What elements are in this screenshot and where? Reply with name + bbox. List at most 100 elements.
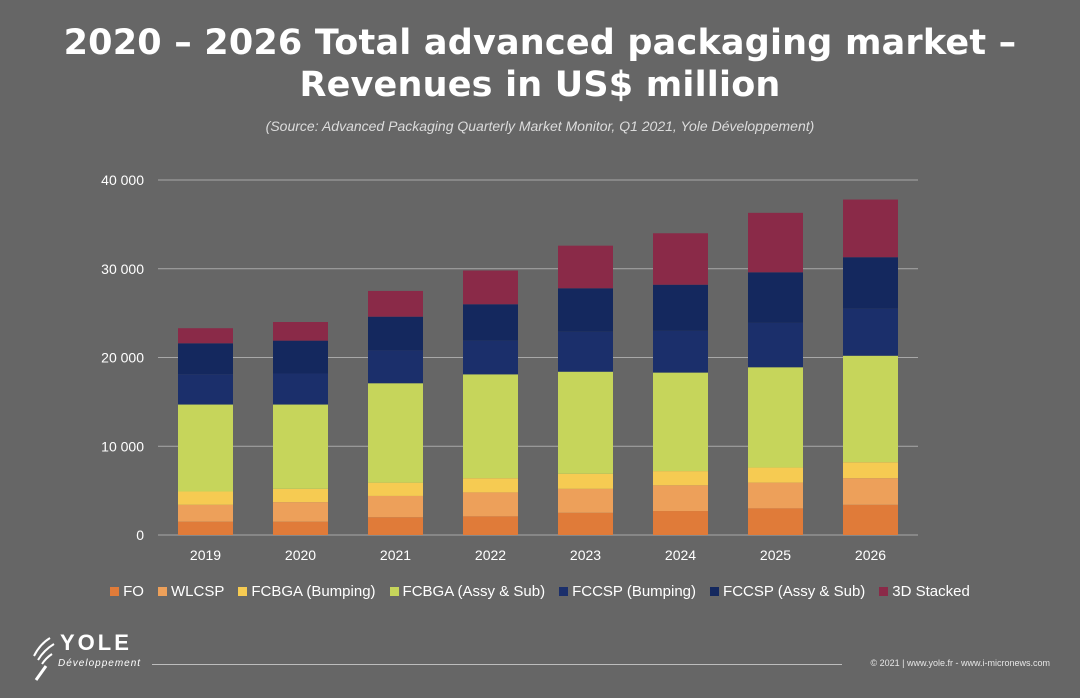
- legend-label: 3D Stacked: [892, 583, 970, 600]
- bar-segment: [843, 478, 898, 505]
- bar-segment: [843, 257, 898, 309]
- bar-segment: [273, 488, 328, 503]
- x-tick-label: 2024: [665, 547, 696, 563]
- y-tick-label: 10 000: [101, 438, 144, 454]
- bar-segment: [748, 482, 803, 509]
- bar-segment: [273, 340, 328, 374]
- bar-segment: [463, 304, 518, 341]
- bar-segment: [558, 488, 613, 513]
- bar-segment: [178, 343, 233, 375]
- bar-segment: [463, 516, 518, 535]
- footer-divider: [152, 664, 842, 665]
- legend-swatch: [879, 587, 889, 596]
- x-tick-label: 2023: [570, 547, 601, 563]
- bar-segment: [463, 478, 518, 493]
- legend-item: WLCSP: [157, 583, 225, 600]
- bar-segment: [273, 373, 328, 405]
- bar-segment: [558, 473, 613, 489]
- logo-subtitle: Développement: [58, 658, 142, 669]
- bar-segment: [368, 495, 423, 518]
- legend-label: FCBGA (Assy & Sub): [402, 583, 546, 600]
- legend-swatch: [710, 587, 720, 596]
- legend-swatch: [559, 587, 569, 596]
- y-tick-label: 20 000: [101, 350, 144, 366]
- chart-legend: FO WLCSP FCBGA (Bumping) FCBGA (Assy & Sub)…: [0, 583, 1080, 600]
- bar-segment: [463, 374, 518, 479]
- bar-segment: [463, 270, 518, 305]
- bar-segment: [653, 485, 708, 512]
- bar-segment: [178, 491, 233, 505]
- x-tick-label: 2022: [475, 547, 506, 563]
- bar-segment: [843, 308, 898, 356]
- bar-segment: [748, 212, 803, 273]
- bar-segment: [273, 322, 328, 341]
- legend-item: FO: [110, 583, 144, 600]
- bar-segment: [178, 374, 233, 405]
- legend-label: FO: [123, 583, 144, 600]
- legend-swatch: [389, 587, 399, 596]
- y-tick-label: 40 000: [101, 172, 144, 188]
- bar-segment: [463, 492, 518, 517]
- bar-segment: [653, 284, 708, 331]
- bar-segment: [558, 288, 613, 332]
- bar-segment: [273, 404, 328, 489]
- bar-segment: [178, 328, 233, 344]
- bar-segment: [463, 340, 518, 375]
- legend-item: FCCSP (Bumping): [559, 583, 696, 600]
- bar-segment: [368, 290, 423, 317]
- legend-item: FCBGA (Bumping): [238, 583, 376, 600]
- legend-item: FCCSP (Assy & Sub): [710, 583, 865, 600]
- bar-segment: [843, 199, 898, 258]
- y-tick-label: 0: [136, 527, 144, 543]
- legend-item: 3D Stacked: [879, 583, 970, 600]
- y-tick-label: 30 000: [101, 261, 144, 277]
- bar-segment: [653, 233, 708, 285]
- bar-segment: [843, 462, 898, 479]
- yole-logo: YOLE Développement: [28, 622, 153, 686]
- bar-segment: [178, 504, 233, 522]
- bar-segment: [558, 331, 613, 372]
- x-tick-label: 2020: [285, 547, 316, 563]
- legend-label: FCCSP (Bumping): [572, 583, 697, 600]
- bar-segment: [843, 504, 898, 535]
- legend-item: FCBGA (Assy & Sub): [389, 583, 546, 600]
- bar-segment: [653, 372, 708, 472]
- bar-segment: [178, 521, 233, 535]
- footer-copyright: © 2021 | www.yole.fr - www.i-micronews.c…: [870, 658, 1050, 668]
- x-tick-label: 2019: [190, 547, 221, 563]
- bar-segment: [653, 471, 708, 486]
- bar-segment: [368, 316, 423, 351]
- bar-segment: [558, 245, 613, 289]
- bar-segment: [748, 508, 803, 535]
- logo-name: YOLE: [60, 630, 132, 655]
- bar-segment: [748, 367, 803, 468]
- legend-label: FCBGA (Bumping): [251, 583, 376, 600]
- bar-segment: [558, 371, 613, 474]
- bar-segment: [843, 355, 898, 463]
- bar-segment: [653, 330, 708, 373]
- bar-segment: [178, 404, 233, 492]
- bar-segment: [748, 322, 803, 368]
- bar-segment: [273, 502, 328, 522]
- x-tick-label: 2026: [855, 547, 886, 563]
- chart-subtitle: (Source: Advanced Packaging Quarterly Ma…: [265, 118, 815, 134]
- legend-swatch: [238, 587, 248, 596]
- bar-segment: [748, 272, 803, 323]
- bar-segment: [558, 512, 613, 535]
- legend-swatch: [157, 587, 167, 596]
- x-tick-label: 2021: [380, 547, 411, 563]
- bar-segment: [653, 511, 708, 535]
- legend-swatch: [110, 587, 120, 596]
- bar-segment: [273, 521, 328, 535]
- legend-label: WLCSP: [170, 583, 225, 600]
- bar-segment: [368, 482, 423, 496]
- bar-segment: [368, 517, 423, 535]
- chart-title: 2020 – 2026 Total advanced packaging mar…: [63, 23, 1017, 105]
- bar-segment: [368, 383, 423, 483]
- bar-segment: [368, 350, 423, 384]
- x-tick-label: 2025: [760, 547, 791, 563]
- bar-segment: [748, 467, 803, 483]
- legend-label: FCCSP (Assy & Sub): [723, 583, 866, 600]
- logo-mark-icon: [33, 637, 55, 681]
